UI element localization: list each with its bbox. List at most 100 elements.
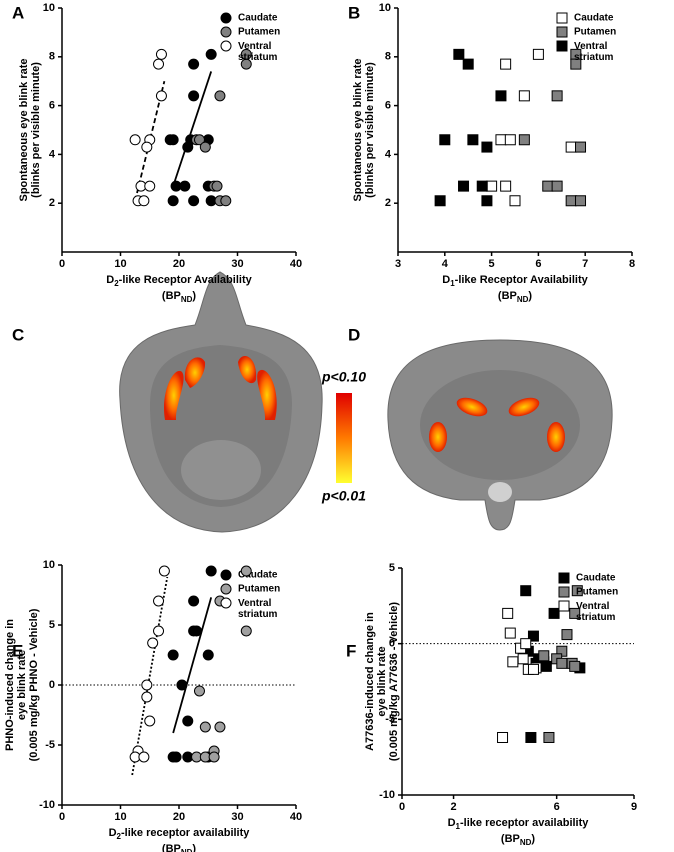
point — [509, 195, 521, 207]
x-axis-label-part: ) — [528, 290, 532, 302]
point — [191, 625, 203, 637]
point — [543, 731, 555, 743]
fit-line — [172, 71, 213, 187]
x-axis-label-subscript: ND — [181, 848, 193, 852]
point — [458, 180, 470, 192]
x-axis-label-part: -like Receptor Availability — [119, 274, 253, 286]
point — [153, 58, 165, 70]
legend-label: Caudate — [576, 573, 616, 584]
point — [141, 141, 153, 153]
x-axis-label-subscript: 1 — [450, 279, 455, 288]
legend-marker — [220, 26, 232, 38]
point — [147, 637, 159, 649]
point — [502, 607, 514, 619]
point — [570, 58, 582, 70]
point — [518, 90, 530, 102]
point — [240, 58, 252, 70]
y-tick-label: 0 — [389, 638, 395, 650]
x-axis-label-subscript: ND — [517, 295, 529, 304]
y-axis-label: Spontaneous eye blink rate — [352, 58, 364, 201]
x-axis-label-subscript: 2 — [114, 279, 119, 288]
legend-label: Putamen — [238, 27, 280, 38]
panel-label: F — [346, 641, 356, 660]
x-axis-label-part: D — [442, 274, 450, 286]
legend-marker — [220, 597, 232, 609]
x-tick-label: 6 — [554, 801, 560, 813]
legend-label-line: striatum — [238, 52, 278, 63]
legend-marker — [220, 12, 232, 24]
point — [565, 141, 577, 153]
point — [507, 656, 519, 668]
panel-label: D — [348, 325, 360, 344]
point — [144, 715, 156, 727]
point — [551, 180, 563, 192]
y-tick-label: 6 — [49, 100, 55, 112]
x-axis-label: (BPND) — [162, 290, 197, 304]
legend-marker — [220, 569, 232, 581]
x-axis-label-part: ) — [192, 290, 196, 302]
x-axis-label-part: ) — [192, 843, 196, 852]
legend-label: Caudate — [238, 13, 278, 24]
y-axis-label: A77636-induced change in — [364, 612, 376, 751]
y-tick-label: 4 — [385, 148, 392, 160]
y-tick-label: -5 — [385, 713, 395, 725]
panel-label: E — [12, 641, 23, 660]
point — [179, 180, 191, 192]
y-axis-label: eye blink rate — [16, 650, 28, 720]
y-axis-label: (blinks per visible minute) — [364, 62, 376, 198]
y-axis-label: (0.005 mg/kg PHNO - Vehicle) — [28, 608, 40, 761]
y-tick-label: 2 — [385, 197, 391, 209]
fit-line — [172, 597, 213, 734]
y-tick-label: 10 — [379, 2, 391, 14]
point — [500, 58, 512, 70]
point — [481, 195, 493, 207]
point — [188, 58, 200, 70]
point — [467, 134, 479, 146]
x-tick-label: 30 — [231, 258, 243, 270]
point — [462, 58, 474, 70]
panel-label: A — [12, 3, 24, 22]
legend-marker — [556, 12, 568, 24]
x-axis-label-part: -like receptor availability — [121, 827, 250, 839]
point — [129, 134, 141, 146]
point — [527, 630, 539, 642]
point — [214, 90, 226, 102]
legend-label-line: striatum — [576, 612, 616, 623]
x-axis-label-subscript: ND — [520, 838, 532, 847]
x-axis-label-part: D — [106, 274, 114, 286]
panel-label: C — [12, 325, 24, 344]
x-tick-label: 0 — [59, 258, 65, 270]
point — [155, 90, 167, 102]
point — [495, 90, 507, 102]
y-axis-label: (blinks per visible minute) — [30, 62, 42, 198]
legend-marker — [556, 26, 568, 38]
point — [141, 679, 153, 691]
legend-marker — [220, 40, 232, 52]
point — [211, 180, 223, 192]
x-axis-label: D1-like Receptor Availability — [442, 274, 588, 288]
y-tick-label: 10 — [43, 2, 55, 14]
x-tick-label: 0 — [399, 801, 405, 813]
point — [138, 195, 150, 207]
y-tick-label: 4 — [49, 148, 56, 160]
point — [540, 660, 552, 672]
x-tick-label: 30 — [231, 811, 243, 823]
y-tick-label: 8 — [49, 51, 55, 63]
point — [575, 195, 587, 207]
legend-label: Putamen — [576, 587, 618, 598]
point — [167, 649, 179, 661]
point — [202, 649, 214, 661]
x-axis-label-part: -like receptor availability — [460, 817, 589, 829]
point — [495, 134, 507, 146]
point — [182, 715, 194, 727]
x-axis-label-part: (BP — [162, 843, 181, 852]
point — [138, 751, 150, 763]
legend-label: Ventral striatum — [574, 41, 614, 63]
x-tick-label: 8 — [629, 258, 635, 270]
x-tick-label: 7 — [582, 258, 588, 270]
x-axis-label-part: (BP — [162, 290, 181, 302]
x-axis-label: D2-like Receptor Availability — [106, 274, 252, 288]
colorbar — [336, 393, 352, 483]
x-tick-label: 40 — [290, 811, 302, 823]
